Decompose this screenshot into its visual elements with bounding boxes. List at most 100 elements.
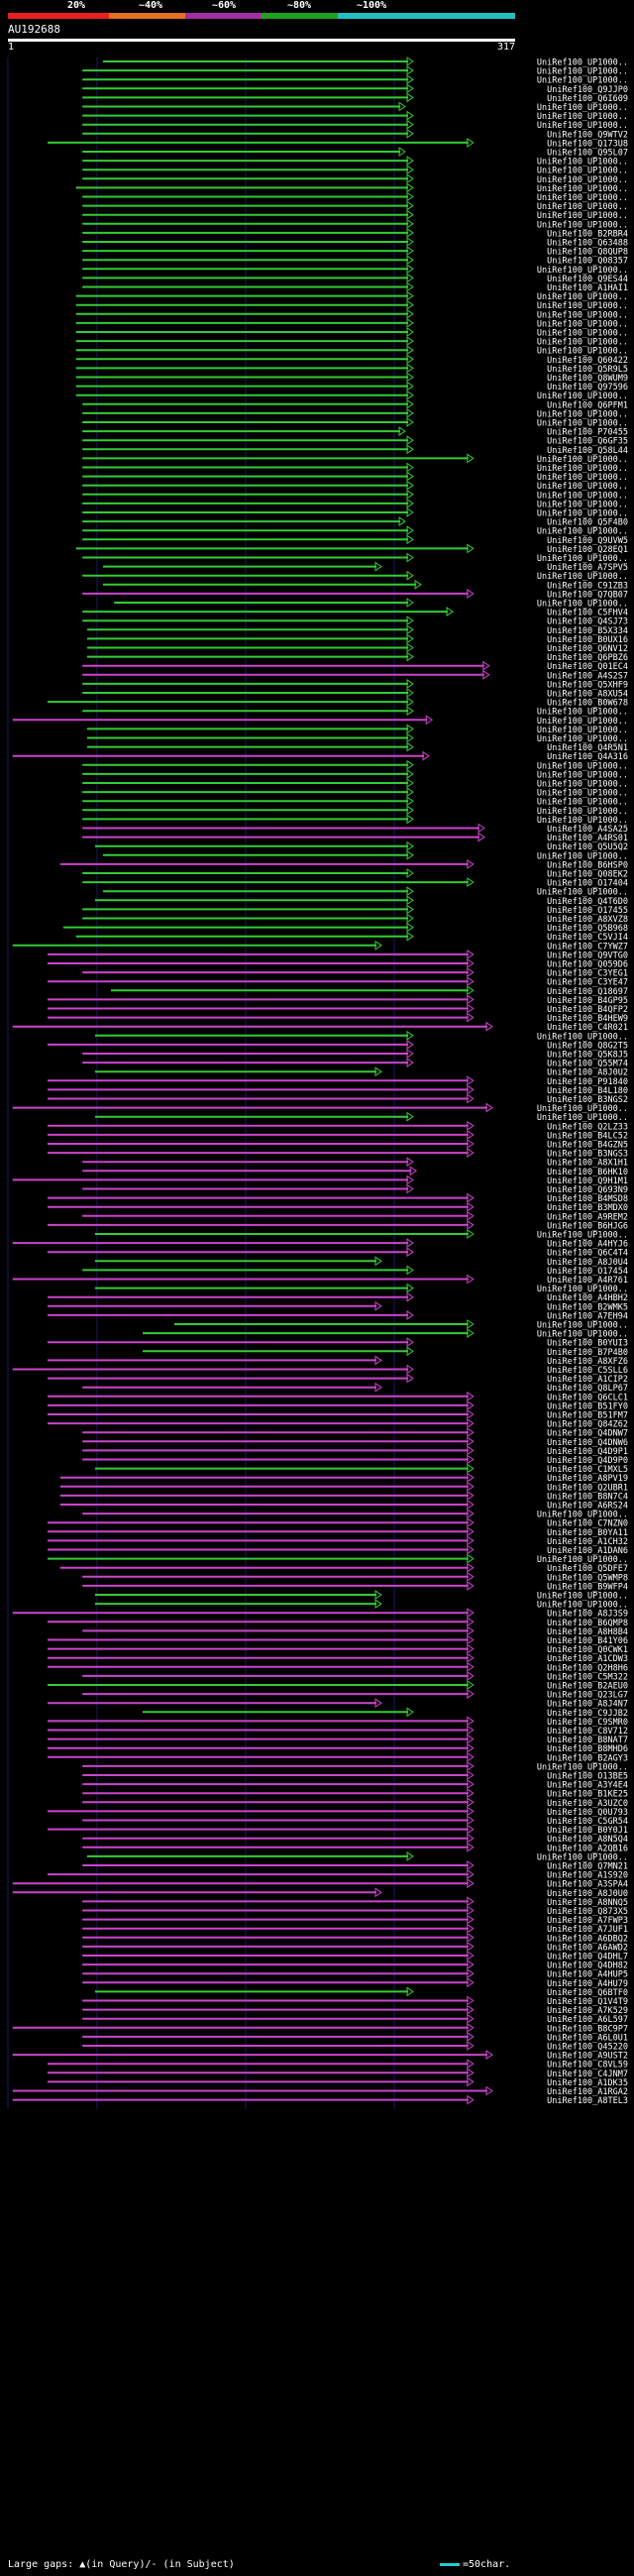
hit-row: UniRef100_A3UZC0 [82, 1797, 628, 1809]
hit-row: UniRef100_A4S2S7 [82, 669, 628, 681]
hit-row: UniRef100_UP1000.. [75, 299, 628, 311]
hit-arrow [406, 381, 414, 392]
hit-arrow [374, 1382, 382, 1393]
hit-arrow [406, 741, 414, 752]
hit-arrow [406, 624, 414, 635]
hit-row: UniRef100_Q5WMP8 [82, 1571, 628, 1583]
hit-row: UniRef100_Q693N9 [82, 1183, 628, 1195]
hit-row: UniRef100_Q18697 [111, 985, 628, 997]
hit-row: UniRef100_Q45220 [82, 2041, 628, 2053]
hit-label: UniRef100_Q6CLC1 [547, 1393, 628, 1402]
percent-label-100: ~100% [357, 0, 387, 11]
hit-label: UniRef100_Q4D9P1 [547, 1447, 628, 1457]
hit-label: UniRef100_Q4R5N1 [547, 743, 628, 753]
color-segment-green [262, 13, 338, 19]
hit-label: UniRef100_Q0CWK1 [547, 1645, 628, 1655]
hit-row: UniRef100_UP1000.. [114, 598, 628, 610]
hit-label: UniRef100_Q8G2T5 [547, 1041, 628, 1051]
hit-arrow [485, 2050, 493, 2061]
hit-label: UniRef100_UP1000.. [537, 58, 628, 68]
hit-arrow [406, 849, 414, 860]
hit-arrow [485, 1021, 493, 1032]
color-segment-purple [185, 13, 262, 19]
hit-row: UniRef100_UP1000.. [82, 706, 628, 718]
hit-arrow [467, 1734, 475, 1744]
hit-row: UniRef100_UP1000.. [75, 317, 628, 329]
hit-row: UniRef100_P91840 [48, 1075, 628, 1087]
hit-row: UniRef100_A9UST2 [12, 2050, 628, 2062]
hit-label: UniRef100_A4HYJ6 [547, 1240, 628, 1250]
hit-arrow [467, 1445, 475, 1456]
hit-label: UniRef100_Q6I609 [547, 94, 628, 104]
hit-arrow [406, 724, 414, 734]
hit-arrow [406, 1111, 414, 1122]
hit-arrow [374, 1300, 382, 1311]
hit-arrow [467, 1454, 475, 1465]
hit-arrow [467, 1833, 475, 1844]
hit-arrow [467, 137, 475, 148]
hit-label: UniRef100_Q97596 [547, 383, 628, 392]
hit-label: UniRef100_Q4DNW6 [547, 1438, 628, 1448]
hit-arrow [406, 273, 414, 283]
hit-arrow [467, 1500, 475, 1510]
hit-label: UniRef100_UP1000.. [537, 175, 628, 185]
hit-arrow [406, 1030, 414, 1041]
hit-label: UniRef100_C9SMR0 [547, 1718, 628, 1728]
hit-row: UniRef100_UP1000.. [82, 778, 628, 790]
hit-row: UniRef100_Q08EK2 [82, 868, 628, 880]
hit-label: UniRef100_UP1000.. [537, 816, 628, 826]
hit-row: UniRef100_B4LC52 [48, 1129, 628, 1141]
hit-label: UniRef100_A8XVZ8 [547, 915, 628, 925]
hit-label: UniRef100_B2AEU0 [547, 1682, 628, 1692]
hit-row: UniRef100_A8NNQ5 [82, 1896, 628, 1908]
legend-footer: Large gaps: ▲(in Query)/- (in Subject) =… [0, 2553, 634, 2576]
hit-row: UniRef100_Q873X5 [82, 1905, 628, 1917]
hit-row: UniRef100_O17454 [82, 1265, 628, 1277]
hit-row: UniRef100_B1KE25 [82, 1788, 628, 1800]
hit-label: UniRef100_A8J0U2 [547, 1068, 628, 1078]
hit-label: UniRef100_B6HSP0 [547, 860, 628, 870]
hit-label: UniRef100_Q84Z62 [547, 1420, 628, 1430]
hit-arrow [467, 1806, 475, 1817]
hit-row: UniRef100_UP1000.. [82, 74, 628, 86]
gap-legend: Large gaps: ▲(in Query)/- (in Subject) [8, 2559, 235, 2570]
hit-label: UniRef100_UP1000.. [537, 807, 628, 817]
hit-label: UniRef100_B0YA11 [547, 1528, 628, 1538]
hit-arrow [467, 1788, 475, 1799]
hit-row: UniRef100_A4SA25 [82, 823, 628, 835]
hit-row: UniRef100_B6HK10 [82, 1166, 628, 1177]
hit-row: UniRef100_Q6PFM1 [82, 398, 628, 410]
hit-label: UniRef100_C7YWZ7 [547, 942, 628, 952]
hit-arrow [467, 2041, 475, 2051]
hit-arrow [467, 1797, 475, 1808]
hit-label: UniRef100_Q0U793 [547, 1808, 628, 1818]
hit-label: UniRef100_A4S2S7 [547, 671, 628, 681]
hit-arrow [477, 823, 485, 834]
hit-label: UniRef100_Q5F4B0 [547, 518, 628, 528]
hit-label: UniRef100_Q4SJ73 [547, 617, 628, 627]
hit-row: UniRef100_A4HBH2 [48, 1291, 628, 1303]
hit-arrow [467, 1760, 475, 1771]
hit-arrow [406, 507, 414, 517]
ruler-start-label: 1 [8, 42, 15, 53]
hit-row: UniRef100_UP1000.. [82, 218, 628, 230]
hit-label: UniRef100_Q6PFM1 [547, 400, 628, 410]
hit-arrow [406, 768, 414, 779]
hit-arrow [406, 435, 414, 446]
ruler-end-label: 317 [496, 42, 515, 53]
hit-label: UniRef100_A4HUP5 [547, 1970, 628, 1980]
hit-label: UniRef100_B1KE25 [547, 1790, 628, 1800]
hit-label: UniRef100_UP1000.. [537, 1555, 628, 1565]
hit-label: UniRef100_A6AWD2 [547, 1943, 628, 1953]
hit-arrow [467, 1517, 475, 1528]
hit-row: UniRef100_B4GZN5 [48, 1139, 628, 1151]
hit-label: UniRef100_UP1000.. [537, 310, 628, 320]
hit-row: UniRef100_Q5R9L5 [75, 363, 628, 375]
hit-label: UniRef100_A8XFZ6 [547, 1357, 628, 1367]
hit-label: UniRef100_C4R021 [547, 1023, 628, 1033]
hit-label: UniRef100_Q059D6 [547, 960, 628, 970]
hit-row: UniRef100_Q7MN21 [82, 1860, 628, 1872]
identity-color-bar [8, 13, 515, 19]
hit-label: UniRef100_UP1000.. [537, 482, 628, 492]
hit-label: UniRef100_UP1000.. [537, 409, 628, 419]
